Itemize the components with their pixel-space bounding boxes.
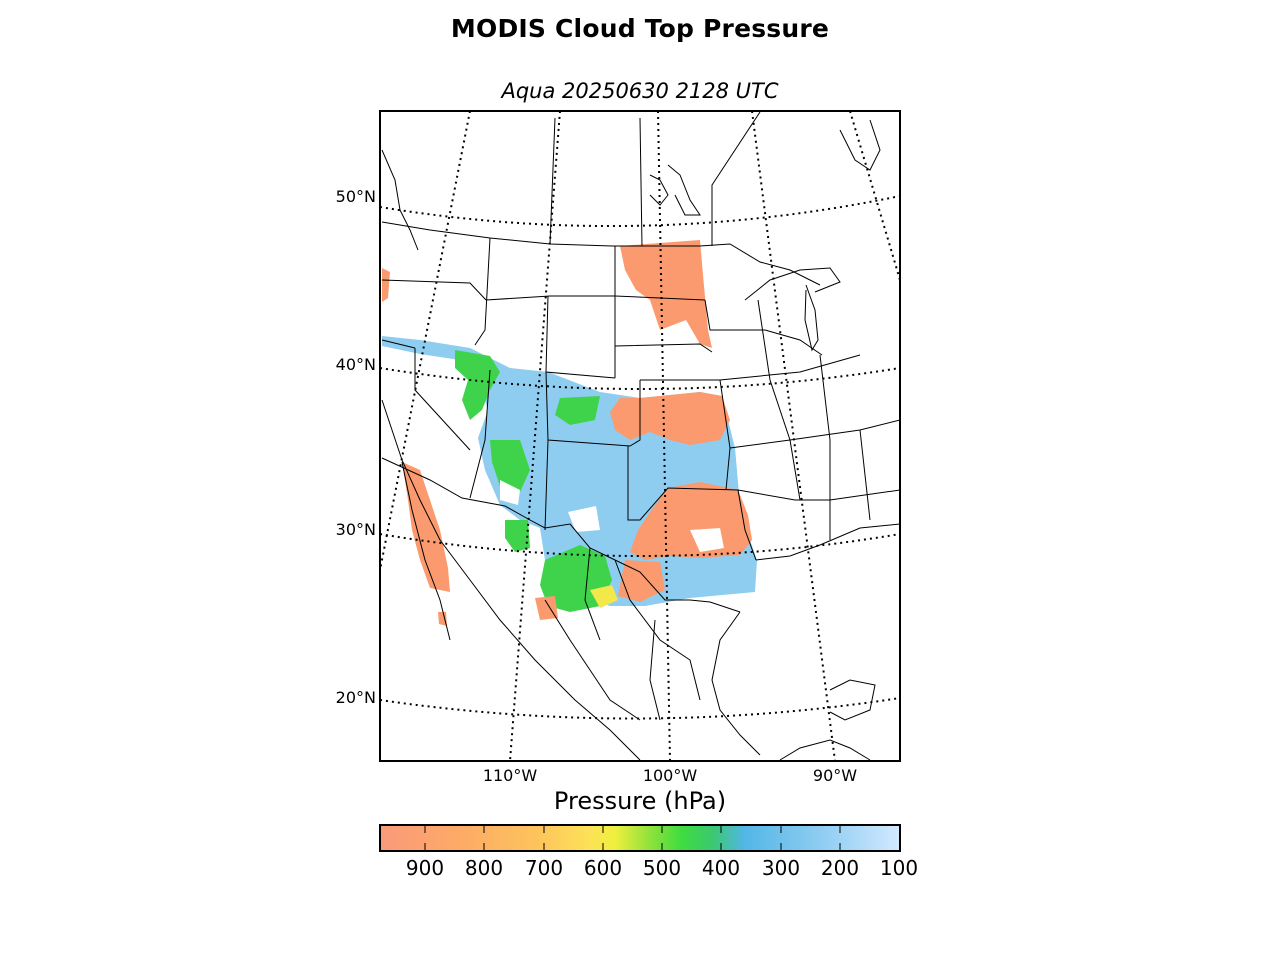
canada-prov-1	[549, 117, 556, 245]
cloud-mid-new-mexico	[490, 440, 530, 492]
cloud-low-baja	[402, 462, 450, 592]
canada-lakes-2	[667, 164, 701, 216]
state-line-ne-ks	[614, 343, 713, 353]
parallel-20N	[380, 697, 900, 720]
state-line-east-3	[729, 419, 900, 449]
cloud-orange-chihuahua	[535, 596, 558, 620]
great-lake-michigan	[804, 284, 819, 352]
cloud-mid-utah	[455, 350, 500, 420]
cloud-mid-sonora	[505, 520, 530, 552]
lat-label-50N: 50°N	[335, 187, 376, 206]
baja-peninsula	[401, 461, 451, 641]
map-frame	[379, 110, 901, 762]
mexico-border	[381, 457, 741, 613]
canada-prov-2	[639, 117, 643, 247]
great-lake-superior	[744, 267, 841, 301]
us-canada-border-east	[699, 243, 821, 286]
cloud-low-texas-south	[618, 560, 665, 602]
colorbar-tick-label: 200	[820, 856, 860, 880]
boundaries	[381, 111, 900, 761]
colorbar-tick-label: 600	[583, 856, 623, 880]
state-line-or-id	[381, 279, 487, 301]
colorbar-tick-label: 100	[879, 856, 919, 880]
lon-label-100W: 100°W	[642, 766, 698, 785]
state-line-east-2	[719, 354, 861, 381]
central-america	[779, 739, 871, 761]
canada-lakes-1	[649, 174, 669, 206]
meridian-90W	[751, 111, 836, 761]
state-line-ks-ok	[640, 379, 731, 491]
bc-coast	[381, 149, 419, 251]
state-line-ok-tx	[627, 446, 757, 561]
state-line-nm	[544, 439, 549, 531]
state-line-az	[469, 369, 491, 499]
canada-prov-3	[711, 111, 761, 246]
chart-subtitle: Aqua 20250630 2128 UTC	[501, 79, 779, 103]
state-line-east-6	[819, 354, 831, 540]
mexico-states-2	[614, 559, 701, 701]
parallel-40N	[380, 367, 900, 390]
mexico-states-4	[649, 619, 661, 721]
cloud-low-nebraska-kansas	[610, 392, 730, 445]
colorbar-label: Pressure (hPa)	[553, 787, 727, 815]
colorbar-ticks	[424, 825, 841, 851]
colorbar-tick-label: 900	[405, 856, 445, 880]
lat-label-30N: 30°N	[335, 520, 376, 539]
state-line-co	[545, 371, 641, 447]
colorbar-tick-label: 400	[701, 856, 741, 880]
cloud-yellow-west-texas	[590, 585, 618, 608]
state-line-east-7	[859, 429, 871, 521]
cloud-mid-colorado	[555, 396, 600, 425]
graticule	[380, 111, 900, 761]
state-line-east-1	[704, 299, 823, 356]
cloud-low-baja-tip	[438, 612, 447, 626]
meridian-110W	[509, 111, 561, 761]
colorbar-tick-label: 500	[642, 856, 682, 880]
cloud-low-north-dakota	[620, 240, 712, 348]
map-panel	[380, 111, 900, 761]
parallel-50N	[380, 195, 900, 228]
state-line-montana-south	[485, 295, 615, 301]
cloud-white-gap-texas	[568, 506, 600, 532]
state-line-north-central	[474, 237, 491, 346]
state-line-east-5	[757, 299, 801, 501]
pacific-coast	[381, 399, 641, 761]
lon-label-90W: 90°W	[812, 766, 858, 785]
cloud-layer	[382, 240, 757, 626]
colorbar-tick-label: 300	[761, 856, 801, 880]
lon-label-110W: 110°W	[482, 766, 538, 785]
lat-label-20N: 20°N	[335, 688, 376, 707]
parallel-30N	[380, 533, 900, 557]
state-line-wyoming	[545, 295, 616, 379]
yucatan-outline	[829, 679, 876, 721]
gulf-coast	[755, 523, 900, 561]
us-canada-border	[381, 221, 700, 247]
colorbar-tick-label: 700	[524, 856, 564, 880]
cloud-white-gap-nm	[500, 480, 520, 505]
colorbar-tick-label: 800	[464, 856, 504, 880]
colorbar	[379, 824, 901, 852]
state-line-east-4	[737, 489, 900, 501]
state-line-sd-ne	[614, 295, 706, 301]
texas-coast	[711, 611, 761, 756]
meridian-100W	[657, 111, 671, 761]
hudson-bay-coast	[839, 119, 881, 171]
state-line-ut-nv	[414, 348, 471, 451]
cloud-white-gap-ok	[690, 528, 724, 552]
lat-label-40N: 40°N	[335, 355, 376, 374]
state-line-ca	[381, 339, 416, 349]
chart-title: MODIS Cloud Top Pressure	[450, 14, 830, 43]
mexico-states-1	[544, 599, 641, 721]
cloud-low-oregon-coast	[382, 268, 390, 302]
mexico-states-3	[584, 547, 601, 641]
